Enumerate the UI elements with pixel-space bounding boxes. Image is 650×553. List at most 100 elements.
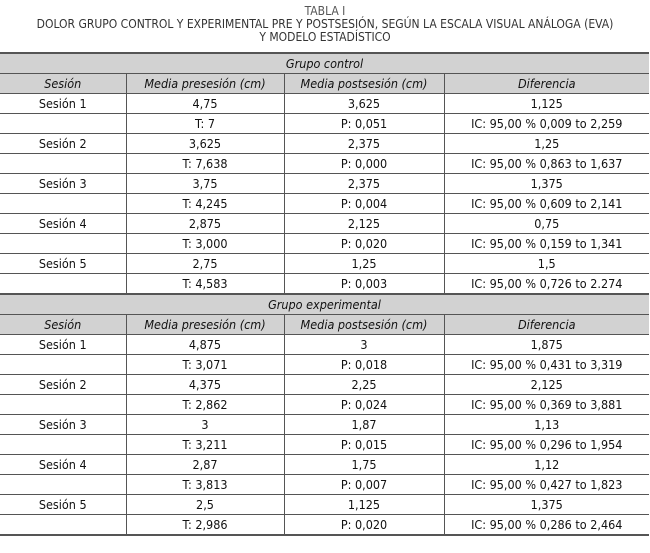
column-header: Sesión xyxy=(0,73,127,94)
table-cell: P: 0,004 xyxy=(283,193,445,214)
table-row: Sesión 3 3,75 2,375 1,375 xyxy=(0,173,649,194)
table-cell xyxy=(0,474,127,495)
table-row: T: 2,986 P: 0,020 IC: 95,00 % 0,286 to 2,4… xyxy=(0,514,649,536)
table-cell: 1,125 xyxy=(283,494,445,515)
table-title: DOLOR GRUPO CONTROL Y EXPERIMENTAL PRE Y… xyxy=(36,17,614,31)
table-cell xyxy=(0,153,127,174)
column-header: Media postsesión (cm) xyxy=(283,73,445,94)
column-header: Media presesión (cm) xyxy=(125,73,285,94)
table-cell: Sesión 1 xyxy=(0,93,127,114)
table-cell: 2,25 xyxy=(283,374,445,395)
table-cell: 2,125 xyxy=(443,374,649,395)
group-name: Grupo experimental xyxy=(0,293,649,315)
column-header: Media presesión (cm) xyxy=(125,314,285,335)
table-cell: T: 2,986 xyxy=(125,514,285,536)
table-cell: 3 xyxy=(125,414,285,435)
table-cell: IC: 95,00 % 0,286 to 2,464 xyxy=(443,514,649,536)
table-cell: 0,75 xyxy=(443,213,649,234)
table-cell: P: 0,051 xyxy=(283,113,445,134)
table-cell xyxy=(0,113,127,134)
table-cell: 2,75 xyxy=(125,253,285,274)
table-cell: 1,25 xyxy=(283,253,445,274)
table-cell xyxy=(0,354,127,375)
column-header: Sesión xyxy=(0,314,127,335)
table-cell: P: 0,024 xyxy=(283,394,445,415)
table-cell: 1,375 xyxy=(443,173,649,194)
table-cell xyxy=(0,273,127,295)
table-row: Sesión 1 4,75 3,625 1,125 xyxy=(0,93,649,114)
group-name: Grupo control xyxy=(0,52,649,74)
table-cell: 2,375 xyxy=(283,133,445,154)
table-cell: T: 2,862 xyxy=(125,394,285,415)
table-cell: P: 0,000 xyxy=(283,153,445,174)
table-cell: 4,875 xyxy=(125,334,285,355)
column-header: Media postsesión (cm) xyxy=(283,314,445,335)
table-cell xyxy=(0,394,127,415)
table-cell: T: 4,583 xyxy=(125,273,285,295)
table-cell: 2,375 xyxy=(283,173,445,194)
table-row: T: 3,000 P: 0,020 IC: 95,00 % 0,159 to 1,3… xyxy=(0,233,649,254)
table-cell: 2,5 xyxy=(125,494,285,515)
table-cell: Sesión 1 xyxy=(0,334,127,355)
table-cell: IC: 95,00 % 0,009 to 2,259 xyxy=(443,113,649,134)
table-cell: T: 3,071 xyxy=(125,354,285,375)
table-cell: P: 0,003 xyxy=(283,273,445,295)
table-cell: 1,375 xyxy=(443,494,649,515)
table-row: Sesión 3 3 1,87 1,13 xyxy=(0,414,649,435)
table-cell: 1,25 xyxy=(443,133,649,154)
table-cell: IC: 95,00 % 0,609 to 2,141 xyxy=(443,193,649,214)
table-row: Sesión 4 2,87 1,75 1,12 xyxy=(0,454,649,475)
table-cell: Sesión 3 xyxy=(0,414,127,435)
table-row: T: 7 P: 0,051 IC: 95,00 % 0,009 to 2,259 xyxy=(0,113,649,134)
data-table: Grupo control Sesión Media presesión (cm) M… xyxy=(0,52,649,536)
table-cell: 3,625 xyxy=(125,133,285,154)
table-cell: T: 3,000 xyxy=(125,233,285,254)
table-cell: Sesión 2 xyxy=(0,133,127,154)
table-row: Sesión 5 2,5 1,125 1,375 xyxy=(0,494,649,515)
table-title-line2: Y MODELO ESTADÍSTICO xyxy=(259,30,391,44)
column-header: Diferencia xyxy=(443,314,649,335)
table-cell: P: 0,007 xyxy=(283,474,445,495)
table-cell: P: 0,020 xyxy=(283,233,445,254)
table-cell: 4,375 xyxy=(125,374,285,395)
table-row: T: 3,071 P: 0,018 IC: 95,00 % 0,431 to 3,3… xyxy=(0,354,649,375)
table-cell: T: 4,245 xyxy=(125,193,285,214)
table-cell: IC: 95,00 % 0,431 to 3,319 xyxy=(443,354,649,375)
table-cell xyxy=(0,233,127,254)
table-cell: 4,75 xyxy=(125,93,285,114)
table-cell: 2,875 xyxy=(125,213,285,234)
table-cell: IC: 95,00 % 0,369 to 3,881 xyxy=(443,394,649,415)
table-cell: Sesión 5 xyxy=(0,494,127,515)
group-header-row: Grupo experimental xyxy=(0,293,649,315)
table-cell: IC: 95,00 % 0,159 to 1,341 xyxy=(443,233,649,254)
column-header-row: Sesión Media presesión (cm) Media postsesi… xyxy=(0,314,649,335)
table-row: Sesión 2 3,625 2,375 1,25 xyxy=(0,133,649,154)
table-cell: 3 xyxy=(283,334,445,355)
table-cell: T: 7,638 xyxy=(125,153,285,174)
table-cell: P: 0,020 xyxy=(283,514,445,536)
table-cell: 2,125 xyxy=(283,213,445,234)
table-cell xyxy=(0,434,127,455)
table-cell: 3,625 xyxy=(283,93,445,114)
table-cell: Sesión 5 xyxy=(0,253,127,274)
table-row: Sesión 5 2,75 1,25 1,5 xyxy=(0,253,649,274)
table-cell: P: 0,018 xyxy=(283,354,445,375)
table-row: Sesión 1 4,875 3 1,875 xyxy=(0,334,649,355)
table-cell: 3,75 xyxy=(125,173,285,194)
table-cell: 2,87 xyxy=(125,454,285,475)
table-cell: Sesión 4 xyxy=(0,213,127,234)
group-header-row: Grupo control xyxy=(0,52,649,74)
table-cell: P: 0,015 xyxy=(283,434,445,455)
table-row: T: 3,813 P: 0,007 IC: 95,00 % 0,427 to 1,8… xyxy=(0,474,649,495)
table-cell xyxy=(0,193,127,214)
table-label: TABLA I xyxy=(304,4,346,18)
table-cell: T: 3,211 xyxy=(125,434,285,455)
column-header-row: Sesión Media presesión (cm) Media postsesi… xyxy=(0,73,649,94)
table-cell: 1,13 xyxy=(443,414,649,435)
table-row: T: 4,245 P: 0,004 IC: 95,00 % 0,609 to 2,1… xyxy=(0,193,649,214)
table-cell: Sesión 2 xyxy=(0,374,127,395)
table-cell xyxy=(0,514,127,536)
table-caption: TABLA I DOLOR GRUPO CONTROL Y EXPERIMENT… xyxy=(0,0,650,60)
table-cell: IC: 95,00 % 0,427 to 1,823 xyxy=(443,474,649,495)
table-cell: 1,125 xyxy=(443,93,649,114)
